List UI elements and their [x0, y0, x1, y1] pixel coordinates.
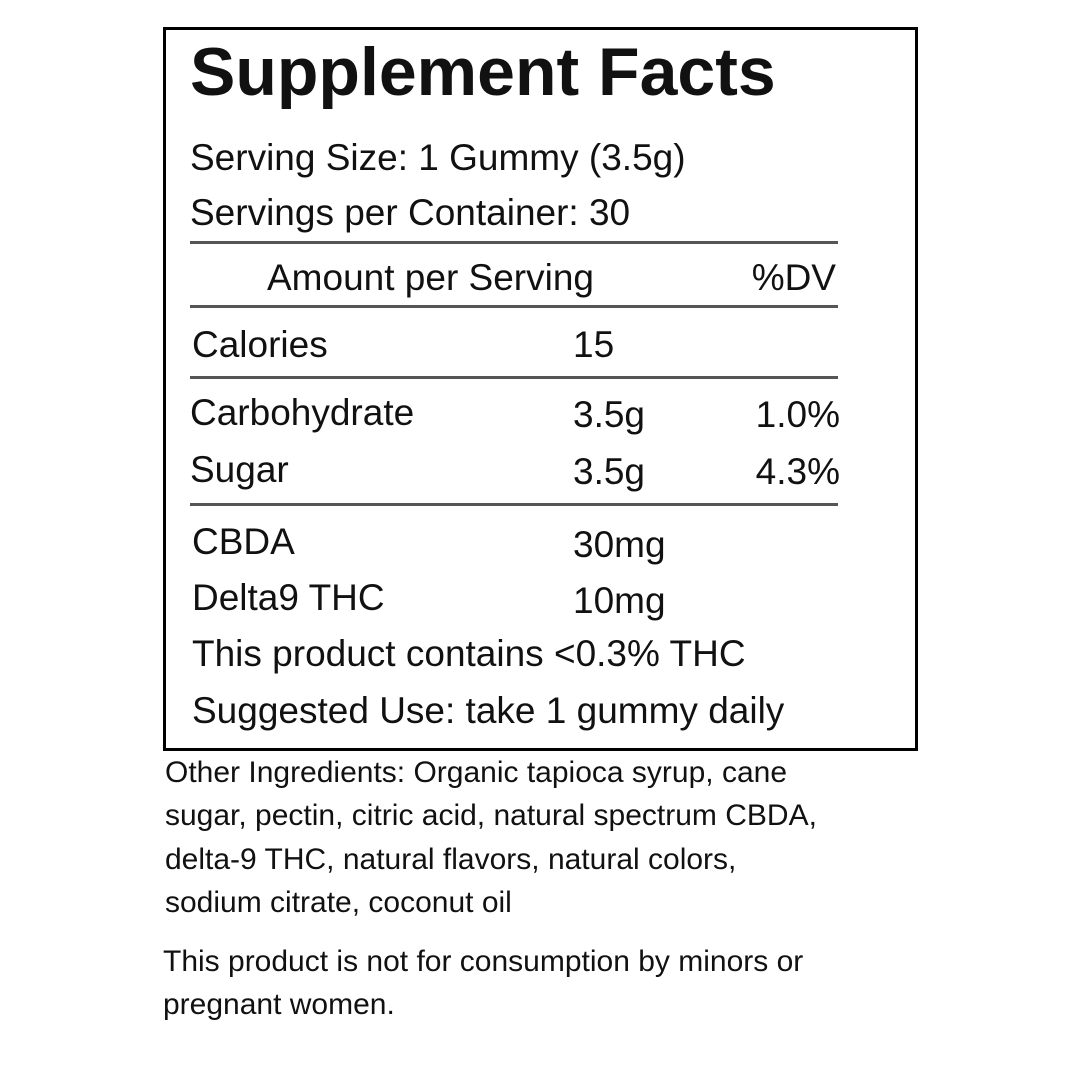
servings-per-container: Servings per Container: 30: [190, 192, 631, 233]
row-amount: 3.5g: [573, 451, 646, 492]
header-dv: %DV: [751, 257, 836, 298]
row-name: Calories: [192, 324, 328, 365]
row-name: Delta9 THC: [192, 577, 385, 618]
ingredients-line: delta-9 THC, natural flavors, natural co…: [165, 843, 737, 876]
row-name: Sugar: [190, 449, 289, 490]
title: Supplement Facts: [190, 34, 776, 110]
header-amount: Amount per Serving: [267, 257, 595, 298]
ingredients-line: sodium citrate, coconut oil: [165, 886, 512, 919]
note: This product contains <0.3% THC: [192, 633, 746, 674]
row-amount: 15: [573, 324, 615, 365]
row-dv: 4.3%: [755, 451, 840, 492]
note: Suggested Use: take 1 gummy daily: [192, 690, 785, 731]
warning-line: This product is not for consumption by m…: [163, 945, 804, 978]
divider: [190, 503, 838, 506]
ingredients-line: sugar, pectin, citric acid, natural spec…: [165, 799, 817, 832]
row-amount: 10mg: [573, 580, 666, 621]
divider: [190, 241, 838, 244]
serving-size: Serving Size: 1 Gummy (3.5g): [190, 137, 686, 178]
warning-line: pregnant women.: [163, 988, 395, 1021]
row-name: Carbohydrate: [190, 392, 415, 433]
divider: [190, 305, 838, 308]
divider: [190, 376, 838, 379]
label-box: [163, 27, 918, 751]
ingredients-line: Other Ingredients: Organic tapioca syrup…: [165, 756, 788, 789]
row-amount: 3.5g: [573, 394, 646, 435]
row-name: CBDA: [192, 521, 295, 562]
row-amount: 30mg: [573, 524, 666, 565]
row-dv: 1.0%: [755, 394, 840, 435]
